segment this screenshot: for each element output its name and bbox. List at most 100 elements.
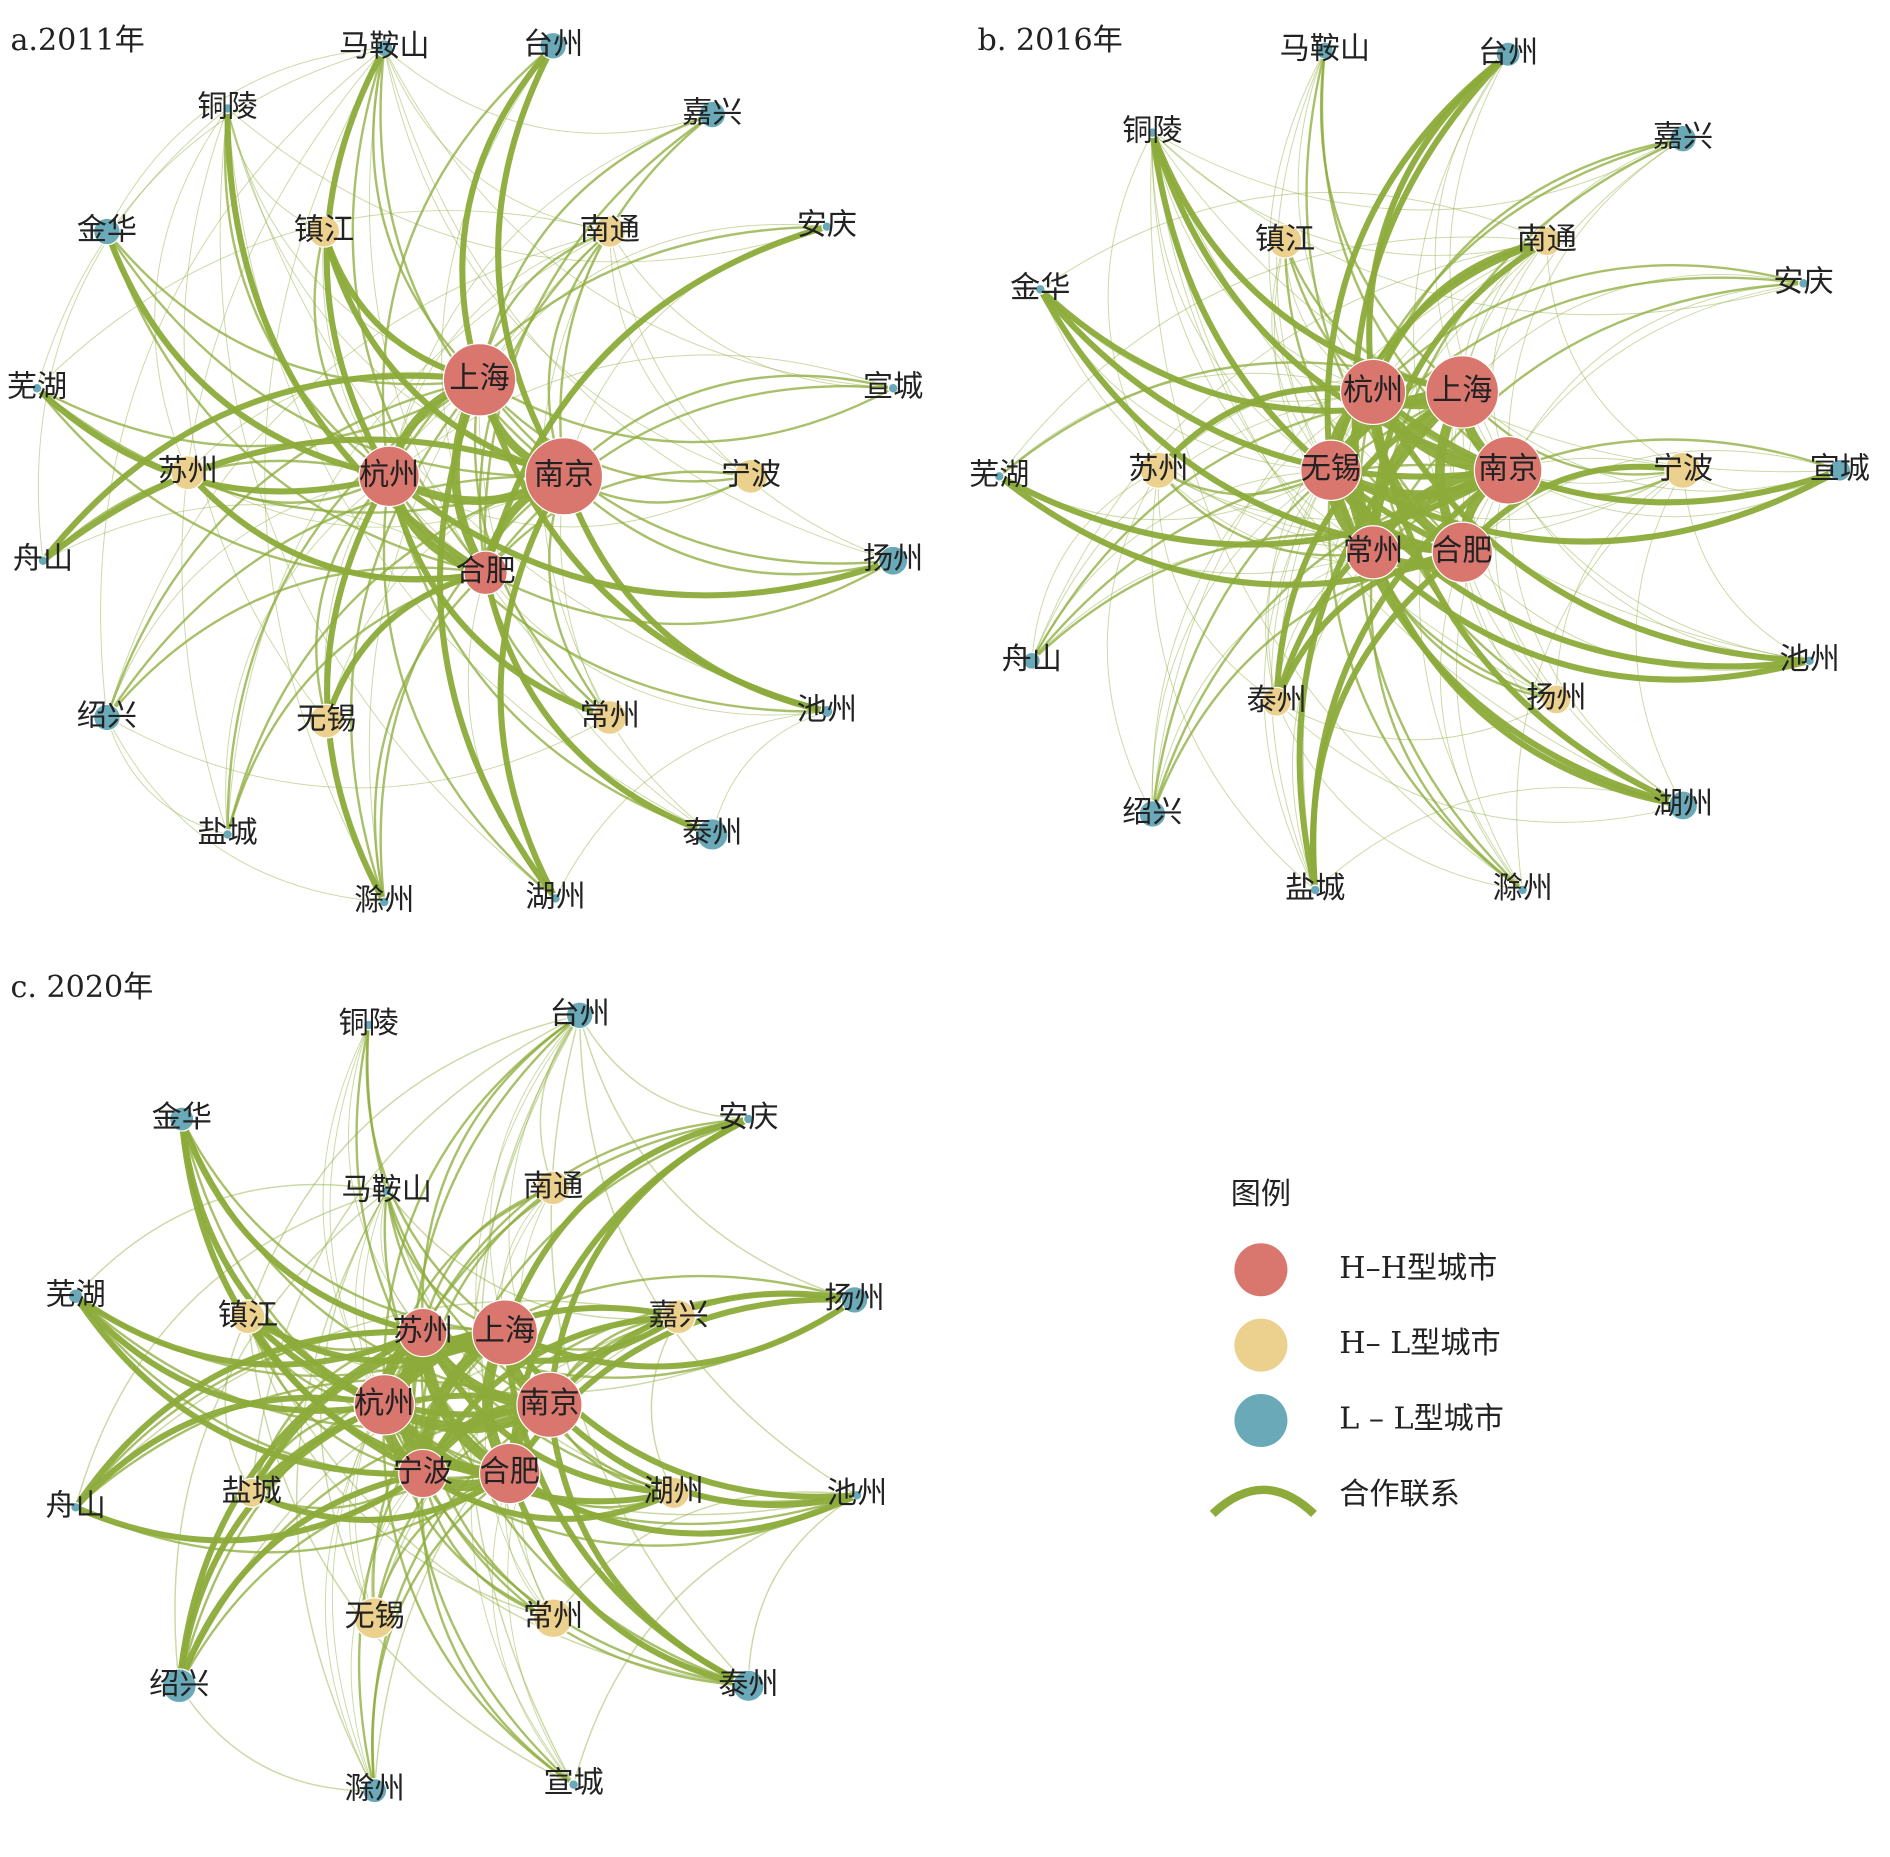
- edge: [1151, 132, 1805, 316]
- edge: [1151, 132, 1557, 700]
- edge: [324, 379, 481, 722]
- city-label: 杭州: [1343, 373, 1403, 408]
- edge: [105, 378, 481, 719]
- city-label: 常州: [1343, 533, 1403, 568]
- city-node: [442, 343, 517, 417]
- legend-label: H–H型城市: [1339, 1251, 1497, 1286]
- city-label: 宣城: [543, 1766, 603, 1801]
- edge: [1151, 390, 1464, 816]
- edge: [100, 47, 385, 718]
- city-node: [353, 1597, 396, 1640]
- city-label: 镇江: [218, 1298, 278, 1333]
- edge: [1267, 391, 1374, 703]
- edge: [180, 1117, 507, 1334]
- edge: [489, 1014, 581, 1333]
- city-node: [236, 1477, 267, 1508]
- edge: [1151, 551, 1464, 816]
- city-label: 铜陵: [1122, 114, 1182, 149]
- city-label: 泰州: [718, 1667, 778, 1702]
- edge: [546, 1401, 752, 1689]
- edge: [1151, 469, 1510, 816]
- edge: [176, 1470, 426, 1689]
- city-label: 镇江: [1255, 222, 1315, 257]
- edge: [383, 47, 611, 233]
- edge: [388, 231, 611, 477]
- city-label: 安庆: [797, 208, 857, 243]
- edge: [546, 1401, 860, 1508]
- edge: [747, 1494, 858, 1687]
- edge: [350, 1473, 424, 1792]
- edge: [1682, 469, 1811, 662]
- edge: [106, 475, 390, 718]
- edge: [560, 475, 713, 835]
- edge: [1291, 551, 1374, 891]
- city-label: 南通: [580, 213, 640, 248]
- edge: [368, 231, 611, 903]
- edge: [1031, 469, 1159, 662]
- edge: [578, 1014, 856, 1301]
- city-node: [695, 818, 729, 851]
- city-label: 常州: [523, 1599, 583, 1634]
- edge: [478, 113, 714, 382]
- edge: [381, 44, 555, 478]
- city-node: [398, 1307, 448, 1358]
- edge: [313, 230, 391, 478]
- city-label: 上海: [1432, 373, 1492, 408]
- edge: [1439, 551, 1524, 891]
- city-label: 金华: [1010, 270, 1070, 305]
- city-node: [169, 1106, 195, 1132]
- city-node: [1261, 686, 1292, 717]
- city-label: 盐城: [1285, 871, 1345, 906]
- city-node: [222, 103, 233, 114]
- edge: [224, 105, 489, 576]
- city-node: [1517, 884, 1529, 896]
- edge: [105, 566, 487, 719]
- city-node: [161, 1668, 197, 1704]
- edge: [247, 1014, 581, 1318]
- edge: [36, 47, 385, 389]
- city-node: [1339, 358, 1407, 426]
- city-label: 合肥: [455, 554, 515, 589]
- city-label: 合肥: [1432, 533, 1492, 568]
- city-label: 安庆: [718, 1100, 778, 1135]
- city-label: 泰州: [1246, 683, 1306, 718]
- legend-swatch: [1234, 1243, 1288, 1297]
- edge: [227, 231, 611, 835]
- edge: [370, 1472, 511, 1792]
- city-label: 宁波: [721, 457, 781, 492]
- city-node: [353, 1374, 416, 1436]
- edge: [1371, 390, 1558, 701]
- city-node: [593, 215, 627, 248]
- edge: [1276, 240, 1548, 703]
- city-node: [308, 703, 344, 739]
- edge: [1370, 549, 1686, 809]
- city-node: [592, 699, 628, 735]
- edge: [1276, 701, 1684, 823]
- city-label: 金华: [77, 213, 137, 248]
- city-label: 芜湖: [7, 369, 67, 404]
- edge: [1031, 469, 1332, 662]
- city-node: [732, 1669, 765, 1703]
- city-label: 苏州: [158, 454, 218, 489]
- edge: [484, 559, 895, 626]
- city-node: [565, 1001, 594, 1030]
- city-node: [733, 458, 769, 494]
- panel-title: c. 2020年: [10, 970, 153, 1005]
- city-node: [37, 555, 49, 567]
- edge: [106, 231, 611, 718]
- edge: [562, 374, 895, 478]
- edge: [1107, 132, 1159, 471]
- city-label: 湖州: [1653, 787, 1713, 822]
- edge: [373, 571, 487, 904]
- city-node: [375, 39, 394, 58]
- city-node: [993, 470, 1005, 482]
- edge: [467, 572, 556, 899]
- edge: [501, 1296, 858, 1370]
- edge: [650, 1316, 680, 1494]
- edge: [1370, 388, 1813, 664]
- edges: [33, 42, 1843, 1792]
- edge: [383, 47, 713, 134]
- city-node: [1315, 41, 1334, 60]
- edge: [226, 571, 487, 836]
